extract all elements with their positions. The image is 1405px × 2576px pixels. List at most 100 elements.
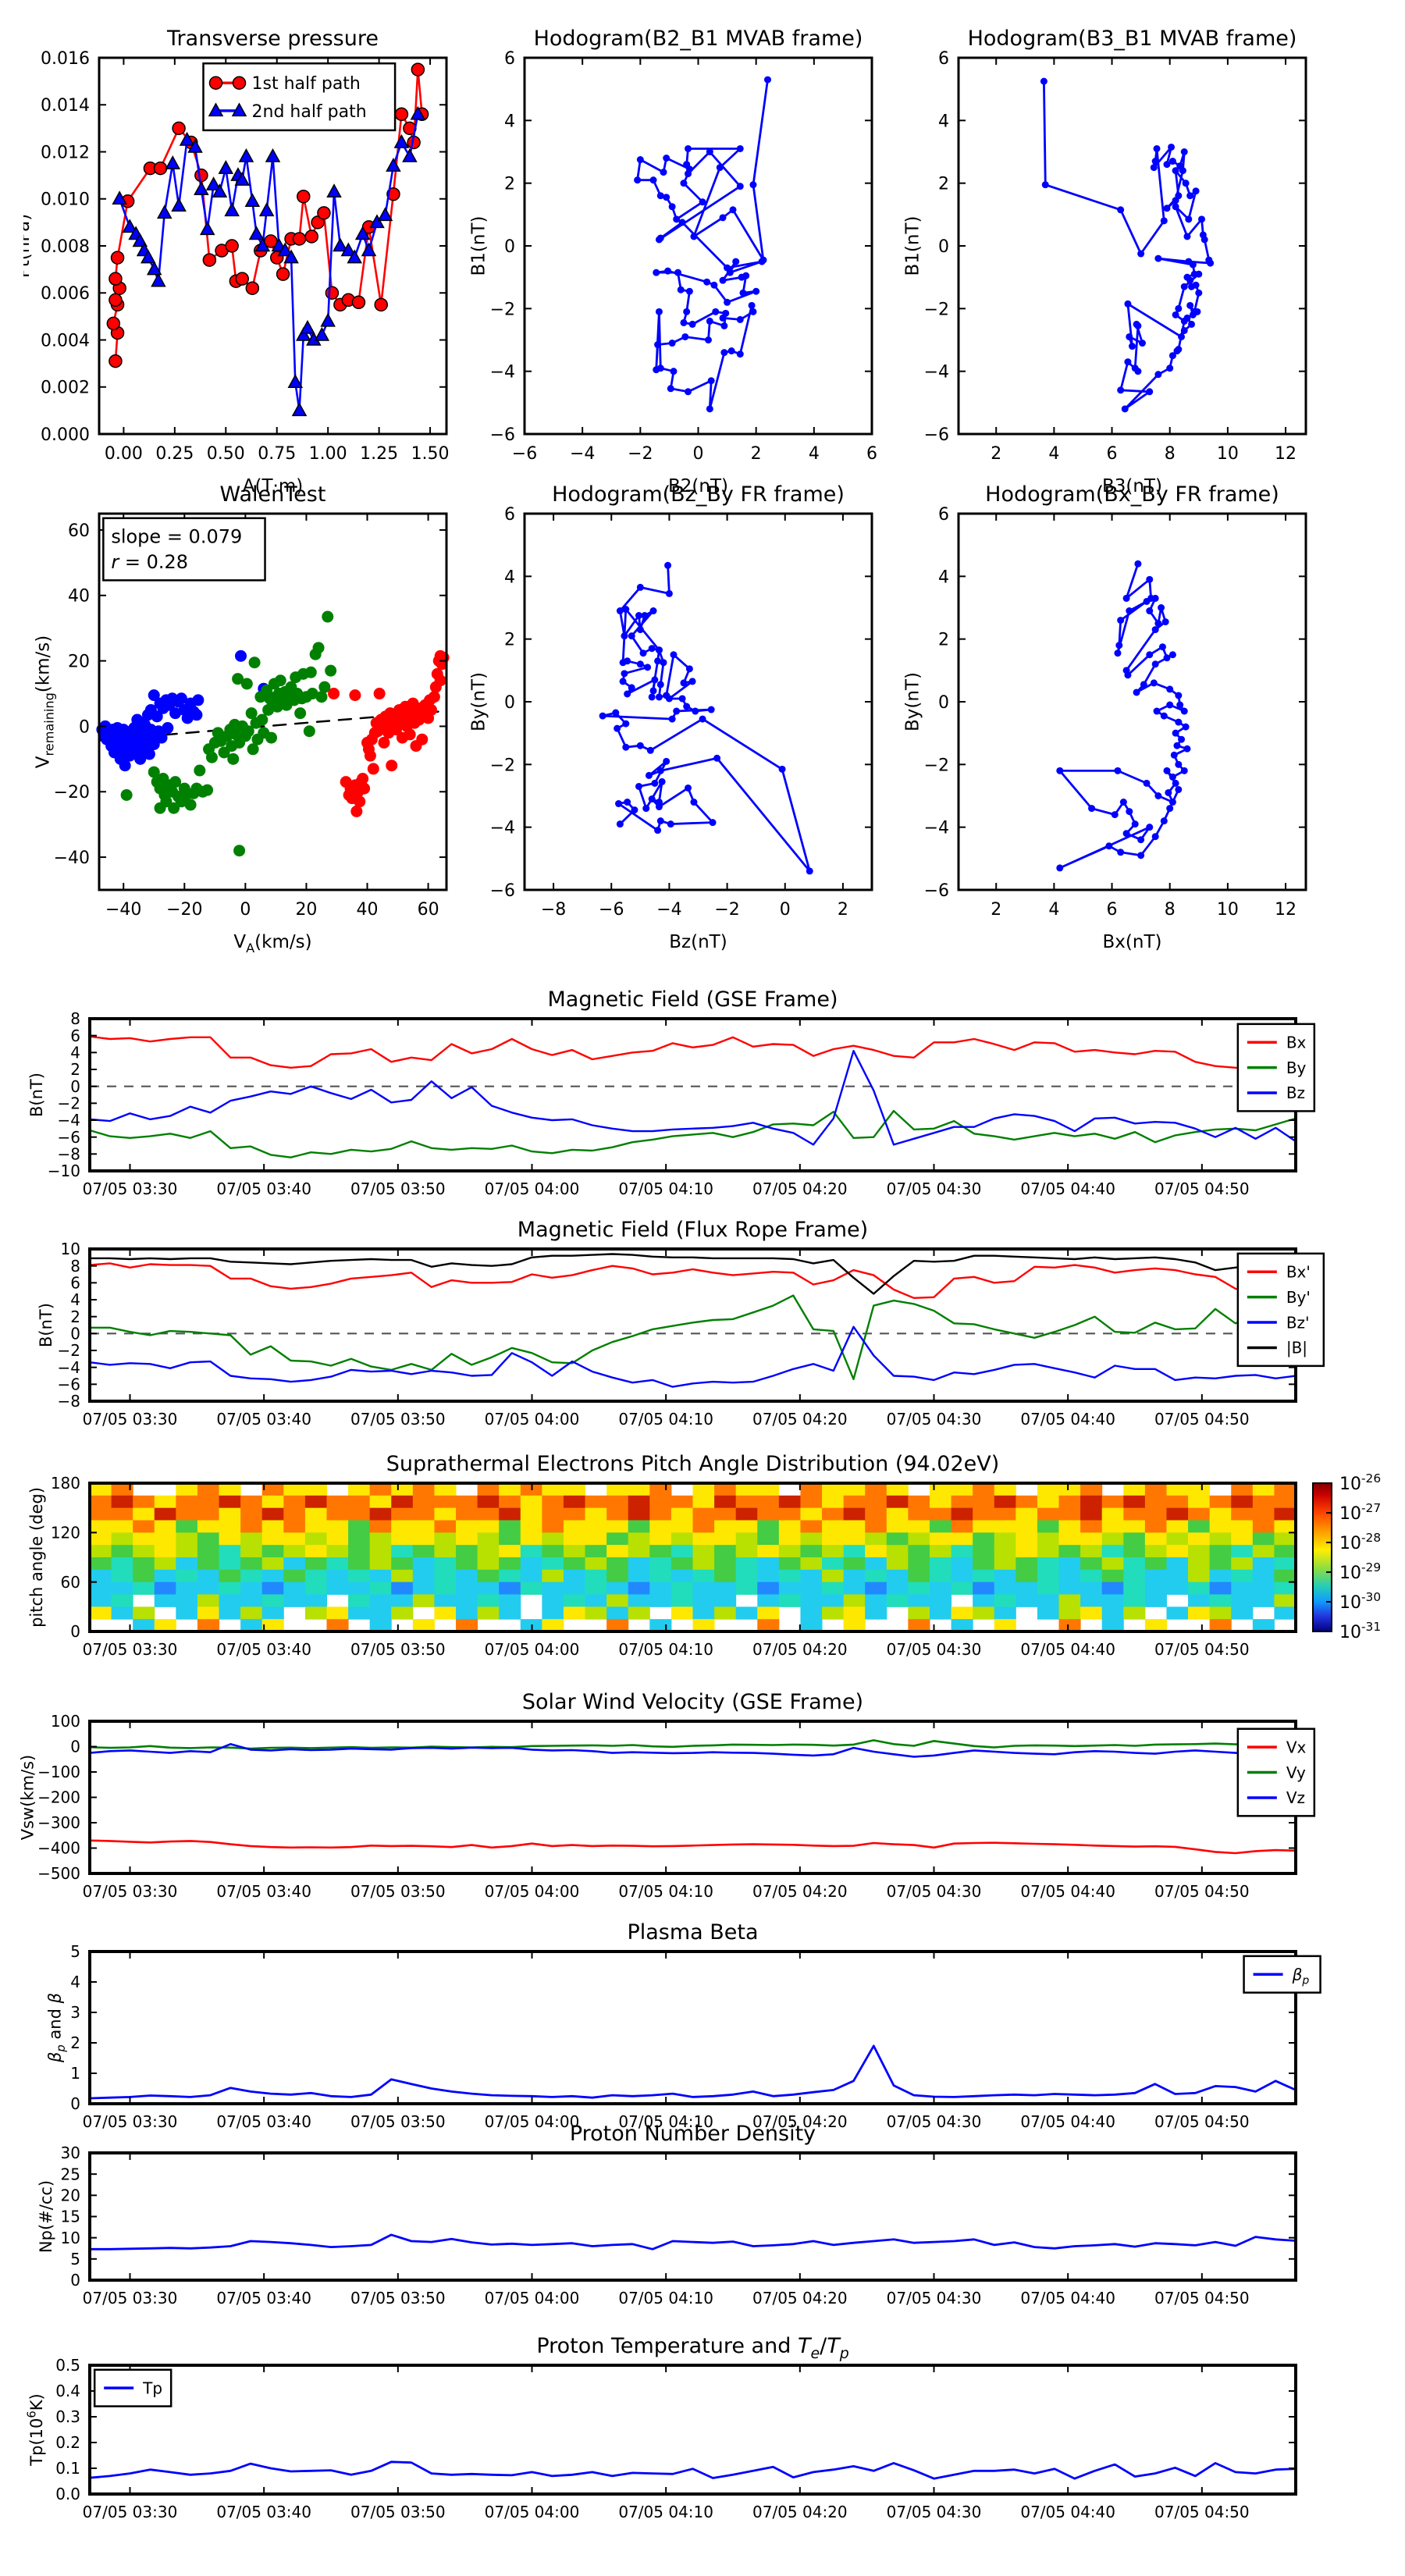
panel-proton-density: 07/05 03:30 07/05 03:40 07/05 03:50 07/05 0… <box>16 2114 1343 2364</box>
x-tick-label: 07/05 04:50 <box>1154 2289 1250 2307</box>
x-tick-label: 07/05 03:50 <box>350 2289 446 2307</box>
x-tick-label: 07/05 03:30 <box>83 2503 178 2521</box>
y-tick-label: 8 <box>70 1257 80 1276</box>
y-tick-label: 0.002 <box>41 379 90 398</box>
axes-frame <box>98 512 448 891</box>
x-tick-label: 4 <box>809 444 820 464</box>
series-Bx <box>88 1035 1297 1070</box>
y-tick-label: 4 <box>70 1290 80 1309</box>
x-tick-label: 8 <box>1165 444 1176 464</box>
series-2nd-half-path <box>112 105 426 417</box>
legend-label: Bx <box>1286 1033 1307 1051</box>
legend-label: |B| <box>1286 1339 1307 1357</box>
colorbar-tick-label: 10-27 <box>1339 1501 1381 1524</box>
y-axis-label: B1(nT) <box>468 216 489 276</box>
series-Bx' <box>88 1262 1297 1300</box>
x-axis-label: Bx(nT) <box>1103 932 1162 952</box>
x-tick-label: 07/05 03:50 <box>350 1179 446 1198</box>
x-tick-label: 07/05 04:00 <box>485 1640 580 1659</box>
y-tick-label: −10 <box>48 1162 80 1180</box>
x-tick-label: 07/05 04:40 <box>1020 2112 1115 2131</box>
x-tick-label: −4 <box>656 900 681 920</box>
y-tick-label: −6 <box>58 1128 80 1147</box>
panel-proton-temperature: 07/05 03:30 07/05 03:40 07/05 03:50 07/05 0… <box>16 2326 1343 2576</box>
x-tick-label: 0.50 <box>207 444 245 464</box>
x-axis-label: A(T·m) <box>243 476 303 496</box>
y-tick-label: 0.2 <box>55 2433 80 2452</box>
axis-ticks: 07/05 03:30 07/05 03:40 07/05 03:50 07/05 0… <box>55 2356 1296 2521</box>
panel-pitch-angle-distribution: 07/05 03:30 07/05 03:40 07/05 03:50 07/05 0… <box>16 1444 1405 1706</box>
colorbar-tick-label: 10-29 <box>1339 1560 1381 1583</box>
y-tick-label: −8 <box>58 1145 80 1164</box>
y-tick-label: 0.006 <box>41 284 90 304</box>
series-Vz <box>88 1743 1297 1758</box>
y-tick-label: −4 <box>490 819 515 838</box>
hodogram-b3b1-canvas: 2 4 6 8 10 12 −6 −4 −2 0 2 4 6 Hodogram(B3_B1 MVAB fr… <box>902 27 1307 496</box>
y-axis-label: βp and β <box>45 1993 67 2063</box>
series-middle <box>120 610 337 857</box>
x-tick-label: 0.75 <box>258 444 296 464</box>
x-axis-label: B2(nT) <box>668 476 728 496</box>
y-tick-label: 8 <box>70 1009 80 1028</box>
x-tick-label: 07/05 04:40 <box>1020 1882 1115 1901</box>
series-outbound <box>328 649 450 817</box>
x-tick-label: 07/05 03:30 <box>83 2289 178 2307</box>
axis-ticks: −8 −6 −4 −2 0 2 −6 −4 −2 0 2 4 6 <box>490 505 872 920</box>
axis-ticks: 07/05 03:30 07/05 03:40 07/05 03:50 07/05 0… <box>61 2144 1296 2307</box>
x-tick-label: −20 <box>166 900 202 920</box>
y-tick-label: 4 <box>504 112 515 131</box>
legend: Vx Vy Vz <box>1236 1727 1316 1817</box>
x-tick-label: 07/05 03:40 <box>216 1410 311 1429</box>
y-tick-label: 2 <box>70 2033 80 2052</box>
proton-density-canvas: 07/05 03:30 07/05 03:40 07/05 03:50 07/05 0… <box>37 2122 1297 2307</box>
x-tick-label: 07/05 04:40 <box>1020 2503 1115 2521</box>
axis-ticks: 07/05 03:30 07/05 03:40 07/05 03:50 07/05 0… <box>70 1942 1296 2131</box>
y-tick-label: −500 <box>37 1864 80 1883</box>
y-tick-label: 0.014 <box>41 96 90 116</box>
axis-ticks: 07/05 03:30 07/05 03:40 07/05 03:50 07/05 0… <box>37 1712 1296 1901</box>
series-bzby-path <box>599 561 813 875</box>
x-axis-label: VA(km/s) <box>233 932 311 955</box>
y-tick-label: 0.012 <box>41 143 90 162</box>
y-tick-label: 0.1 <box>55 2459 80 2478</box>
pitch-angle-canvas: 07/05 03:30 07/05 03:40 07/05 03:50 07/05 0… <box>27 1452 1381 1659</box>
panel-walen-test: −40 −20 0 20 40 60 −40 −20 0 20 40 60 WalenTest VA(km… <box>23 471 468 955</box>
axes-frame <box>523 56 873 436</box>
series-By <box>88 1109 1297 1158</box>
x-tick-label: 07/05 03:40 <box>216 1179 311 1198</box>
y-tick-label: 0.010 <box>41 190 90 210</box>
x-tick-label: 07/05 03:40 <box>216 2289 311 2307</box>
legend-label: By' <box>1286 1288 1311 1307</box>
y-tick-label: −2 <box>924 756 949 775</box>
panel-hodogram-b3b1: 2 4 6 8 10 12 −6 −4 −2 0 2 4 6 Hodogram(B3_B1 MVAB fr… <box>883 16 1328 500</box>
x-tick-label: −6 <box>512 444 537 464</box>
legend-label: Tp <box>142 2379 162 2397</box>
x-tick-label: 07/05 04:20 <box>752 1640 848 1659</box>
x-tick-label: 07/05 04:00 <box>485 2289 580 2307</box>
y-tick-label: 4 <box>504 568 515 587</box>
x-tick-label: 07/05 03:50 <box>350 2112 446 2131</box>
y-tick-label: 30 <box>61 2144 80 2162</box>
y-tick-label: −2 <box>490 300 515 319</box>
y-tick-label: 4 <box>70 1973 80 1991</box>
chart-title: Magnetic Field (GSE Frame) <box>547 987 838 1012</box>
y-tick-label: 60 <box>61 1573 80 1592</box>
x-tick-label: 07/05 04:10 <box>618 2112 713 2131</box>
x-tick-label: 07/05 04:10 <box>618 2503 713 2521</box>
series-bxby-path <box>1056 560 1191 872</box>
y-tick-label: 5 <box>70 1942 80 1961</box>
y-tick-label: −4 <box>924 363 949 382</box>
x-tick-label: 07/05 04:30 <box>887 1179 982 1198</box>
y-tick-label: 2 <box>938 175 949 194</box>
axes-frame <box>523 512 873 891</box>
axis-ticks: −6 −4 −2 0 2 4 6 −6 −4 −2 0 2 4 6 <box>490 49 877 464</box>
y-tick-label: 180 <box>51 1474 80 1493</box>
chart-title: Solar Wind Velocity (GSE Frame) <box>522 1690 863 1714</box>
y-tick-label: 6 <box>938 49 949 69</box>
x-tick-label: 07/05 04:40 <box>1020 1640 1115 1659</box>
series-Vx <box>88 1839 1297 1855</box>
x-tick-label: 07/05 04:50 <box>1154 1640 1250 1659</box>
chart-title: Transverse pressure <box>166 27 379 51</box>
legend-label: Bz <box>1286 1083 1305 1102</box>
x-tick-label: 4 <box>1048 900 1059 920</box>
